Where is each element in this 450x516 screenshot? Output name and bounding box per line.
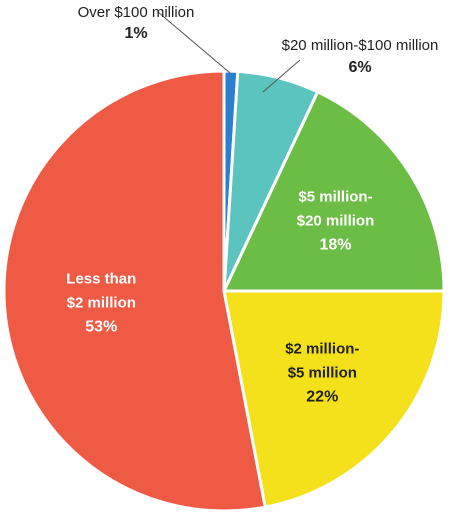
slice-label-text: $20 million	[297, 212, 375, 229]
leader-lines	[157, 11, 301, 93]
slice-label-text: Over $100 million	[78, 4, 195, 21]
slice-label: $2 million- $5 million 22%	[285, 340, 359, 405]
slice-percent-label: 18%	[319, 236, 351, 253]
slice-percent-label: 53%	[85, 319, 117, 336]
leader-line	[157, 11, 231, 74]
pie-slices	[2, 69, 446, 513]
slice-label-text: $20 million-$100 million	[282, 37, 439, 54]
slice-label: $5 million- $20 million 18%	[297, 188, 375, 253]
slice-label: Less than $2 million 53%	[66, 271, 136, 336]
slice-percent-label: 6%	[348, 59, 371, 76]
pie-slice	[221, 89, 446, 293]
slice-label: $20 million-$100 million 6%	[282, 37, 439, 76]
pie-slice	[222, 289, 446, 509]
slice-label-text: $5 million	[288, 364, 357, 381]
slice-label-text: $2 million-	[285, 340, 359, 357]
slice-percent-label: 22%	[306, 388, 338, 405]
slice-label-text: $2 million	[67, 295, 136, 312]
slice-label-text: Less than	[66, 271, 136, 288]
leader-line	[262, 59, 301, 93]
pie-slice	[2, 69, 267, 513]
slice-label-text: $5 million-	[298, 188, 372, 205]
slice-label: Over $100 million 1%	[78, 4, 195, 42]
slice-percent-label: 1%	[124, 25, 147, 42]
slice-labels: Over $100 million 1% $20 million-$100 mill…	[66, 4, 438, 405]
